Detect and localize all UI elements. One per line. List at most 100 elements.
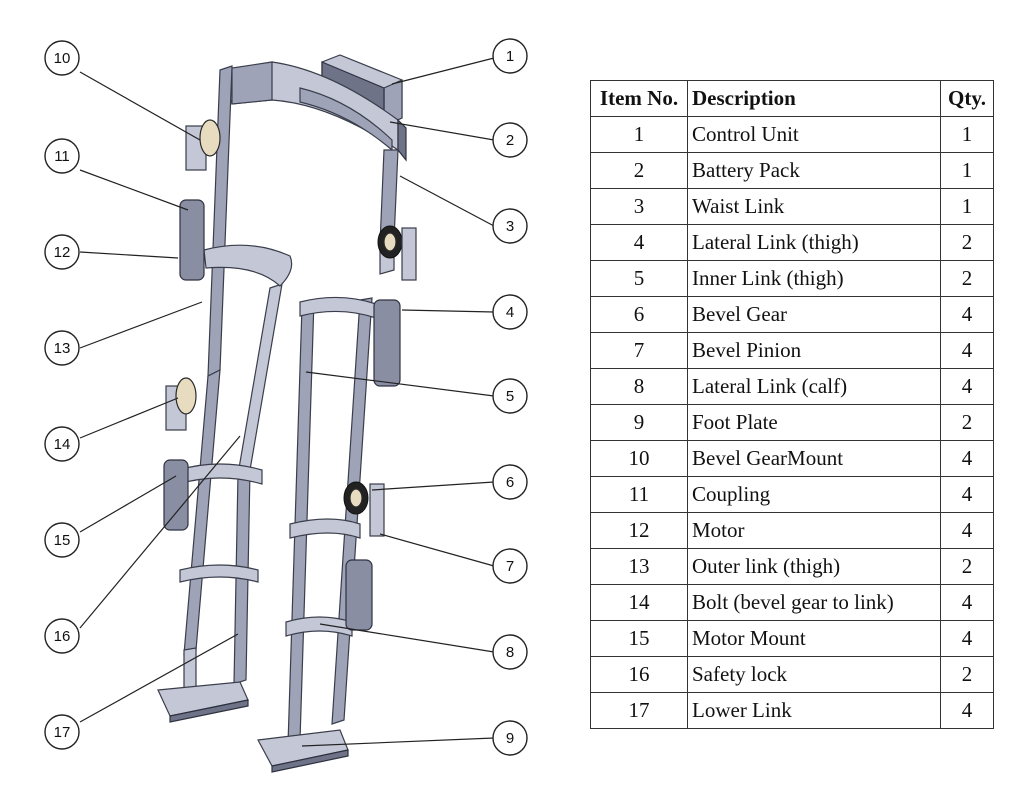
table-row: 9 Foot Plate 2: [590, 404, 994, 441]
description-cell: Waist Link: [687, 188, 941, 225]
qty-cell: 1: [940, 116, 994, 153]
qty-cell: 4: [940, 440, 994, 477]
qty-cell: 2: [940, 656, 994, 693]
svg-text:3: 3: [506, 218, 514, 235]
header-qty: Qty.: [940, 80, 994, 117]
item-no-cell: 2: [590, 152, 688, 189]
table-row: 7 Bevel Pinion 4: [590, 332, 994, 369]
table-row: 16 Safety lock 2: [590, 656, 994, 693]
description-cell: Lower Link: [687, 692, 941, 729]
callout-4: 4: [492, 294, 528, 330]
svg-text:9: 9: [506, 730, 514, 747]
bom-header-row: Item No. Description Qty.: [590, 80, 994, 117]
callout-12: 12: [44, 234, 80, 270]
item-no-cell: 17: [590, 692, 688, 729]
svg-text:11: 11: [54, 148, 70, 165]
qty-cell: 4: [940, 692, 994, 729]
qty-cell: 4: [940, 512, 994, 549]
table-row: 1 Control Unit 1: [590, 116, 994, 153]
svg-text:7: 7: [506, 558, 514, 575]
description-cell: Bevel GearMount: [687, 440, 941, 477]
bevel-gear-parts: [165, 119, 417, 537]
description-cell: Battery Pack: [687, 152, 941, 189]
item-no-cell: 7: [590, 332, 688, 369]
calf-bands: [177, 463, 361, 637]
callout-13: 13: [44, 330, 80, 366]
header-item-no: Item No.: [590, 80, 688, 117]
svg-text:14: 14: [54, 436, 71, 453]
callout-5: 5: [492, 378, 528, 414]
item-no-cell: 12: [590, 512, 688, 549]
description-cell: Lateral Link (calf): [687, 368, 941, 405]
item-no-cell: 8: [590, 368, 688, 405]
qty-cell: 1: [940, 188, 994, 225]
description-cell: Safety lock: [687, 656, 941, 693]
description-cell: Bevel Pinion: [687, 332, 941, 369]
svg-text:2: 2: [506, 132, 514, 149]
table-row: 17 Lower Link 4: [590, 692, 994, 729]
qty-cell: 4: [940, 368, 994, 405]
svg-text:6: 6: [506, 474, 514, 491]
table-row: 15 Motor Mount 4: [590, 620, 994, 657]
svg-text:15: 15: [54, 532, 71, 549]
bill-of-materials: Item No. Description Qty. 1 Control Unit 1…: [590, 80, 994, 729]
callout-9: 9: [492, 720, 528, 756]
item-no-cell: 13: [590, 548, 688, 585]
qty-cell: 2: [940, 548, 994, 585]
table-row: 6 Bevel Gear 4: [590, 296, 994, 333]
qty-cell: 2: [940, 260, 994, 297]
table-row: 14 Bolt (bevel gear to link) 4: [590, 584, 994, 621]
table-row: 13 Outer link (thigh) 2: [590, 548, 994, 585]
item-no-cell: 14: [590, 584, 688, 621]
description-cell: Motor: [687, 512, 941, 549]
motor-parts: [163, 199, 401, 631]
item-no-cell: 5: [590, 260, 688, 297]
qty-cell: 2: [940, 224, 994, 261]
description-cell: Inner Link (thigh): [687, 260, 941, 297]
callout-1: 1: [492, 38, 528, 74]
svg-text:4: 4: [506, 304, 514, 321]
qty-cell: 4: [940, 584, 994, 621]
callout-11: 11: [44, 138, 80, 174]
description-cell: Lateral Link (thigh): [687, 224, 941, 261]
description-cell: Outer link (thigh): [687, 548, 941, 585]
description-cell: Bevel Gear: [687, 296, 941, 333]
description-cell: Motor Mount: [687, 620, 941, 657]
callout-15: 15: [44, 522, 80, 558]
foot-plate-parts: [157, 681, 349, 773]
qty-cell: 2: [940, 404, 994, 441]
callout-3: 3: [492, 208, 528, 244]
inner-thigh-link-part: [233, 283, 373, 745]
thigh-band-left: [203, 244, 293, 287]
callout-6: 6: [492, 464, 528, 500]
item-no-cell: 4: [590, 224, 688, 261]
qty-cell: 4: [940, 332, 994, 369]
item-no-cell: 1: [590, 116, 688, 153]
item-no-cell: 9: [590, 404, 688, 441]
table-row: 5 Inner Link (thigh) 2: [590, 260, 994, 297]
table-row: 8 Lateral Link (calf) 4: [590, 368, 994, 405]
callout-17: 17: [44, 714, 80, 750]
svg-text:16: 16: [54, 628, 71, 645]
table-row: 10 Bevel GearMount 4: [590, 440, 994, 477]
qty-cell: 1: [940, 152, 994, 189]
table-row: 4 Lateral Link (thigh) 2: [590, 224, 994, 261]
callout-10: 10: [44, 40, 80, 76]
svg-text:12: 12: [54, 244, 71, 261]
table-row: 2 Battery Pack 1: [590, 152, 994, 189]
item-no-cell: 6: [590, 296, 688, 333]
description-cell: Bolt (bevel gear to link): [687, 584, 941, 621]
svg-text:17: 17: [54, 724, 71, 741]
svg-text:10: 10: [54, 50, 71, 67]
bom-table: Item No. Description Qty. 1 Control Unit 1…: [590, 80, 994, 729]
item-no-cell: 3: [590, 188, 688, 225]
svg-text:5: 5: [506, 388, 514, 405]
item-no-cell: 10: [590, 440, 688, 477]
exoskeleton-assembly-drawing: 1 2 3 4 5 6 7 8 9 10 11 12 13 14 15 16 1…: [44, 38, 528, 773]
table-row: 3 Waist Link 1: [590, 188, 994, 225]
callout-2: 2: [492, 122, 528, 158]
item-no-cell: 16: [590, 656, 688, 693]
callout-8: 8: [492, 634, 528, 670]
description-cell: Control Unit: [687, 116, 941, 153]
callout-7: 7: [492, 548, 528, 584]
